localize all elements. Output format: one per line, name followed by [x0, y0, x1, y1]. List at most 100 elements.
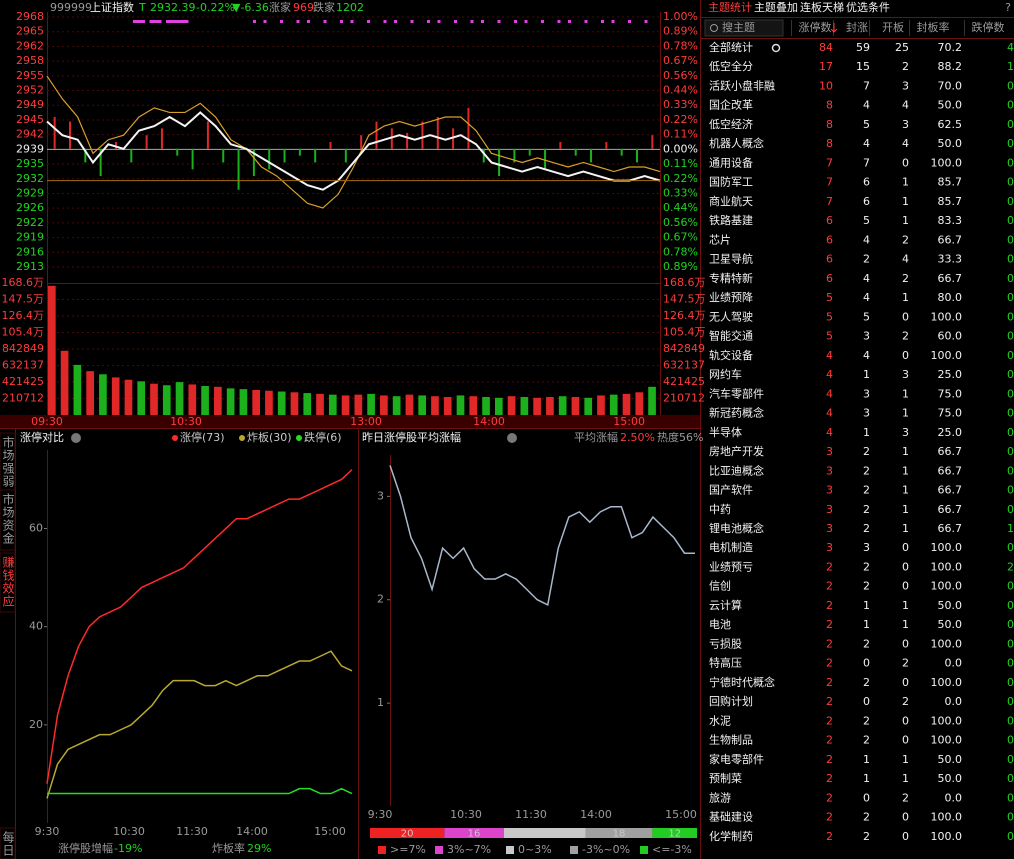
event-marker — [253, 20, 256, 23]
theme-name[interactable]: 特高压 — [709, 656, 742, 670]
theme-name[interactable]: 国产软件 — [709, 483, 753, 497]
theme-cell: 6 — [826, 272, 833, 285]
theme-cell: 100.0 — [931, 714, 963, 727]
theme-name[interactable]: 旅游 — [709, 790, 731, 804]
theme-name[interactable]: 云计算 — [709, 598, 742, 612]
theme-cell: 0 — [902, 811, 909, 824]
pct-label: 0.33% — [663, 186, 698, 199]
theme-name[interactable]: 低空全分 — [709, 59, 753, 73]
theme-cell: 4 — [863, 99, 870, 112]
column-header[interactable]: 跌停数 — [972, 20, 1005, 34]
theme-name[interactable]: 专精特新 — [709, 271, 753, 285]
theme-name[interactable]: 水泥 — [709, 714, 731, 727]
side-tab[interactable] — [0, 552, 16, 613]
theme-name[interactable]: 业绩预降 — [709, 290, 753, 304]
volume-bar — [431, 396, 439, 415]
time-bar — [0, 415, 700, 428]
theme-name[interactable]: 汽车零部件 — [709, 386, 764, 400]
price-label: 2962 — [16, 39, 44, 52]
search-box[interactable] — [704, 19, 784, 37]
volume-label: 126.4万 — [663, 309, 706, 322]
event-marker — [263, 20, 267, 23]
theme-name[interactable]: 智能交通 — [709, 329, 753, 343]
y-tick-label: 40 — [29, 620, 43, 633]
theme-cell: 25.0 — [938, 426, 963, 439]
search-placeholder[interactable]: 搜主题 — [722, 20, 755, 34]
theme-name[interactable]: 基础建设 — [709, 810, 753, 824]
theme-name[interactable]: 芯片 — [709, 232, 731, 246]
header-down-label: 跌家 — [313, 0, 335, 14]
volume-label: 632137 — [2, 359, 44, 372]
theme-name[interactable]: 机器人概念 — [709, 136, 764, 150]
theme-cell: 0 — [902, 349, 909, 362]
theme-name[interactable]: 化学制药 — [709, 829, 753, 843]
theme-name[interactable]: 活跃小盘非融 — [709, 78, 775, 92]
theme-name[interactable]: 通用设备 — [709, 155, 753, 169]
panel-tab[interactable]: 主题叠加 — [754, 1, 798, 14]
panel-tab[interactable]: 连板天梯 — [800, 0, 844, 14]
side-tab-label[interactable]: 赚钱效应 — [1, 555, 15, 608]
theme-name[interactable]: 锂电池概念 — [709, 521, 764, 535]
theme-cell: 6 — [863, 195, 870, 208]
side-tab[interactable] — [0, 827, 16, 859]
theme-cell: 0 — [1007, 503, 1014, 516]
help-button[interactable]: ? — [1005, 1, 1011, 14]
diff-bar — [114, 142, 117, 149]
theme-name[interactable]: 宁德时代概念 — [709, 675, 775, 689]
volume-bar — [175, 382, 184, 415]
theme-name[interactable]: 轨交设备 — [709, 348, 753, 362]
side-tab[interactable] — [0, 489, 16, 551]
theme-cell: 0 — [1007, 714, 1014, 727]
theme-name[interactable]: 回购计划 — [709, 694, 753, 708]
theme-name[interactable]: 房地产开发 — [709, 444, 764, 458]
panel-title: 涨停对比 — [20, 430, 64, 444]
volume-bar — [367, 393, 375, 415]
theme-name[interactable]: 商业航天 — [709, 194, 753, 208]
price-label: 2958 — [16, 54, 44, 67]
volume-bar — [558, 396, 567, 415]
theme-name[interactable]: 中药 — [709, 503, 731, 516]
theme-cell: 1 — [902, 618, 909, 631]
legend-swatch — [435, 846, 443, 854]
price-label: 2919 — [16, 231, 44, 244]
side-tab-label[interactable]: 每日 — [1, 830, 15, 857]
pct-label: 0.89% — [663, 260, 698, 273]
pct-label: 0.78% — [663, 245, 698, 258]
theme-name[interactable]: 铁路基建 — [709, 213, 753, 227]
volume-bar — [456, 395, 465, 415]
column-divider — [964, 20, 965, 36]
theme-name[interactable]: 卫星导航 — [709, 252, 753, 266]
theme-name[interactable]: 电机制造 — [709, 540, 753, 554]
theme-name[interactable]: 比亚迪概念 — [709, 463, 764, 477]
theme-cell: 1 — [1007, 60, 1014, 73]
legend-label: <=-3% — [652, 843, 692, 856]
theme-name[interactable]: 生物制品 — [709, 733, 753, 747]
theme-name[interactable]: 业绩预亏 — [709, 560, 753, 573]
theme-name[interactable]: 低空经济 — [709, 117, 753, 131]
theme-name[interactable]: 亏损股 — [709, 636, 742, 650]
theme-name[interactable]: 国企改革 — [709, 98, 753, 112]
theme-cell: 0 — [1007, 580, 1014, 593]
theme-name[interactable]: 信创 — [709, 580, 731, 593]
column-header[interactable]: 涨停数 — [799, 20, 832, 34]
theme-name[interactable]: 电池 — [709, 618, 731, 631]
theme-name[interactable]: 无人驾驶 — [709, 309, 753, 323]
theme-name[interactable]: 全部统计 — [709, 40, 753, 54]
column-header[interactable]: 开板 — [882, 20, 904, 34]
theme-name[interactable]: 半导体 — [709, 425, 742, 439]
theme-cell: 2 — [902, 330, 909, 343]
theme-name[interactable]: 网约车 — [709, 367, 742, 381]
column-header[interactable]: 封涨 — [846, 20, 868, 34]
volume-bar — [443, 396, 452, 415]
theme-name[interactable]: 家电零部件 — [709, 752, 764, 766]
theme-name[interactable]: 预制菜 — [709, 772, 742, 785]
theme-name[interactable]: 新冠药概念 — [709, 406, 764, 420]
panel-tab[interactable]: 主题统计 — [708, 1, 752, 14]
side-tab-label[interactable]: 市场资金 — [1, 492, 15, 545]
column-header[interactable]: 封板率 — [917, 20, 950, 34]
theme-name[interactable]: 国防军工 — [709, 175, 753, 189]
theme-cell: 0 — [1007, 637, 1014, 650]
diff-bar — [283, 148, 286, 163]
side-tab-label[interactable]: 市场强弱 — [1, 435, 15, 488]
panel-tab[interactable]: 优选条件 — [846, 0, 890, 14]
